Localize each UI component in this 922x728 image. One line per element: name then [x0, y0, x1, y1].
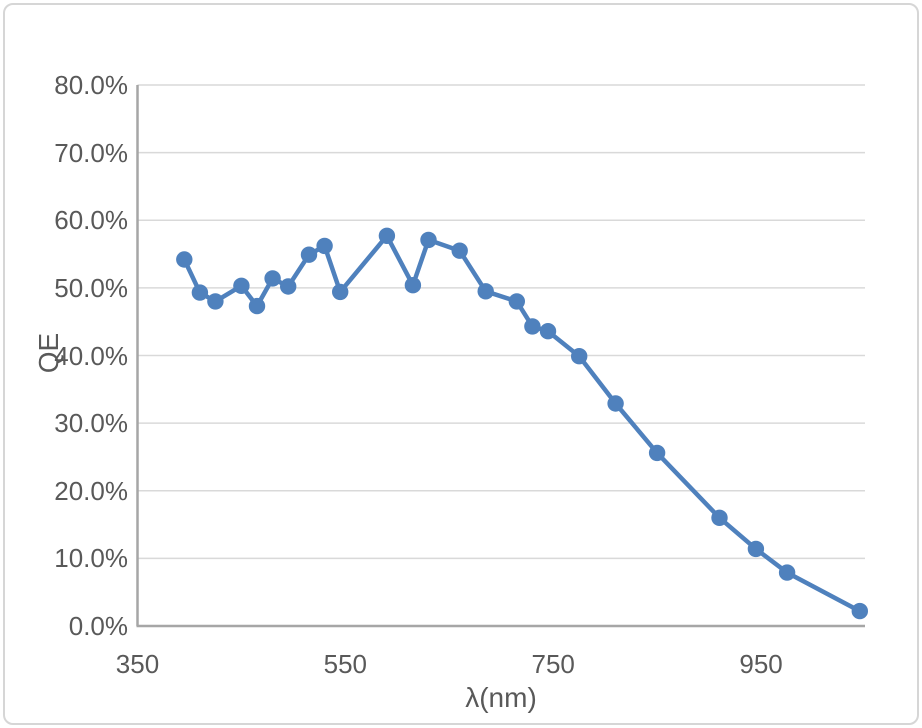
data-point-marker: [378, 227, 396, 244]
data-point-marker: [607, 395, 624, 412]
data-point-marker: [420, 231, 437, 249]
data-point-marker: [524, 318, 541, 335]
data-point-marker: [207, 293, 224, 310]
y-tick-label: 40.0%: [54, 340, 128, 371]
y-tick-label: 80.0%: [54, 70, 128, 100]
y-tick-label: 60.0%: [54, 205, 128, 236]
data-point-marker: [404, 277, 422, 294]
y-axis-title: QE: [33, 332, 64, 374]
x-tick-label: 350: [115, 649, 160, 679]
data-point-marker: [280, 278, 297, 295]
y-tick-label: 70.0%: [54, 137, 128, 168]
y-tick-label: 50.0%: [54, 272, 128, 303]
y-tick-label: 0.0%: [68, 611, 128, 641]
data-point-marker: [648, 444, 666, 462]
data-point-marker: [571, 348, 588, 365]
x-tick-label: 950: [739, 649, 783, 679]
data-point-marker: [451, 242, 468, 259]
data-point-marker: [316, 237, 333, 255]
data-point-marker: [477, 283, 494, 300]
y-tick-label: 20.0%: [54, 475, 128, 506]
data-point-marker: [233, 277, 250, 294]
data-point-marker: [248, 297, 266, 315]
x-tick-label: 550: [323, 649, 368, 679]
data-point-marker: [508, 293, 525, 310]
data-point-marker: [176, 251, 193, 268]
data-point-marker: [300, 246, 318, 263]
data-point-marker: [851, 602, 868, 620]
data-point-marker: [264, 270, 281, 287]
y-tick-label: 30.0%: [54, 408, 128, 439]
data-point-marker: [191, 284, 209, 301]
data-point-marker: [539, 323, 557, 340]
data-point-marker: [332, 283, 349, 301]
data-point-marker: [778, 564, 796, 581]
y-tick-label: 10.0%: [54, 543, 128, 574]
data-point-marker: [747, 540, 765, 558]
chart-border: [3, 3, 919, 725]
data-point-marker: [711, 509, 728, 526]
x-tick-label: 750: [531, 649, 575, 679]
x-axis-title: λ(nm): [465, 682, 537, 713]
